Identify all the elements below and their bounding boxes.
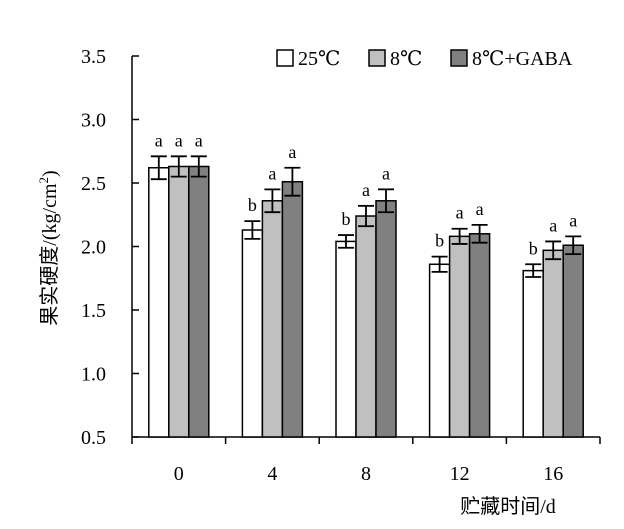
bar — [522, 269, 544, 438]
y-tick-label: 1.0 — [81, 364, 106, 386]
y-tick-label: 2.0 — [81, 237, 106, 259]
significance-label: a — [362, 180, 370, 200]
y-tick-label: 2.5 — [81, 173, 106, 195]
significance-label: a — [155, 130, 163, 150]
significance-label: a — [476, 199, 484, 219]
legend-label: 25℃ — [298, 48, 340, 70]
significance-label: a — [549, 215, 557, 235]
significance-label: b — [435, 231, 444, 251]
bar — [241, 229, 264, 438]
bar — [542, 249, 564, 438]
x-tick-label: 4 — [267, 463, 277, 485]
significance-label: a — [288, 142, 296, 162]
y-axis-title: 果实硬度/(kg/cm2) — [36, 170, 61, 325]
x-tick-label: 8 — [361, 463, 371, 485]
significance-label: a — [268, 163, 276, 183]
legend-swatch — [368, 49, 386, 67]
x-tick-label: 12 — [450, 463, 470, 485]
legend-swatch — [276, 49, 294, 67]
significance-label: a — [175, 130, 183, 150]
significance-label: a — [456, 203, 464, 223]
bar — [375, 200, 397, 438]
y-tick-label: 1.5 — [81, 300, 106, 322]
y-tick-label: 3.5 — [81, 46, 106, 68]
y-axis-title-sup: 2 — [36, 177, 51, 184]
x-axis-title: 贮藏时间/d — [460, 495, 556, 518]
bar — [562, 244, 584, 438]
bar — [468, 233, 491, 438]
significance-label: b — [342, 209, 351, 229]
bar — [355, 215, 377, 438]
bar — [261, 200, 284, 438]
x-tick-label: 0 — [174, 463, 184, 485]
significance-label: b — [248, 195, 257, 215]
y-tick-label: 3.0 — [81, 110, 106, 132]
bar — [448, 235, 471, 438]
bar — [428, 263, 451, 438]
bar — [335, 240, 357, 438]
legend-label: 8℃ — [390, 48, 422, 70]
y-axis-title-main: 果实硬度/(kg/cm — [38, 183, 61, 326]
bars-layer — [148, 155, 584, 438]
bar — [168, 165, 190, 438]
y-axis-title-end: ) — [39, 170, 61, 177]
legend-swatch — [450, 49, 468, 67]
legend: 25℃ 8℃ 8℃+GABA — [276, 48, 573, 70]
plot-frame — [131, 55, 601, 444]
y-tick-label: 0.5 — [81, 427, 106, 449]
significance-label: a — [382, 163, 390, 183]
significance-label: a — [195, 130, 203, 150]
significance-label: a — [569, 210, 577, 230]
bar — [188, 165, 210, 438]
bar — [281, 180, 304, 438]
significance-label: b — [529, 238, 538, 258]
x-tick-label: 16 — [543, 463, 563, 485]
legend-label: 8℃+GABA — [472, 48, 573, 70]
bar — [148, 167, 170, 438]
